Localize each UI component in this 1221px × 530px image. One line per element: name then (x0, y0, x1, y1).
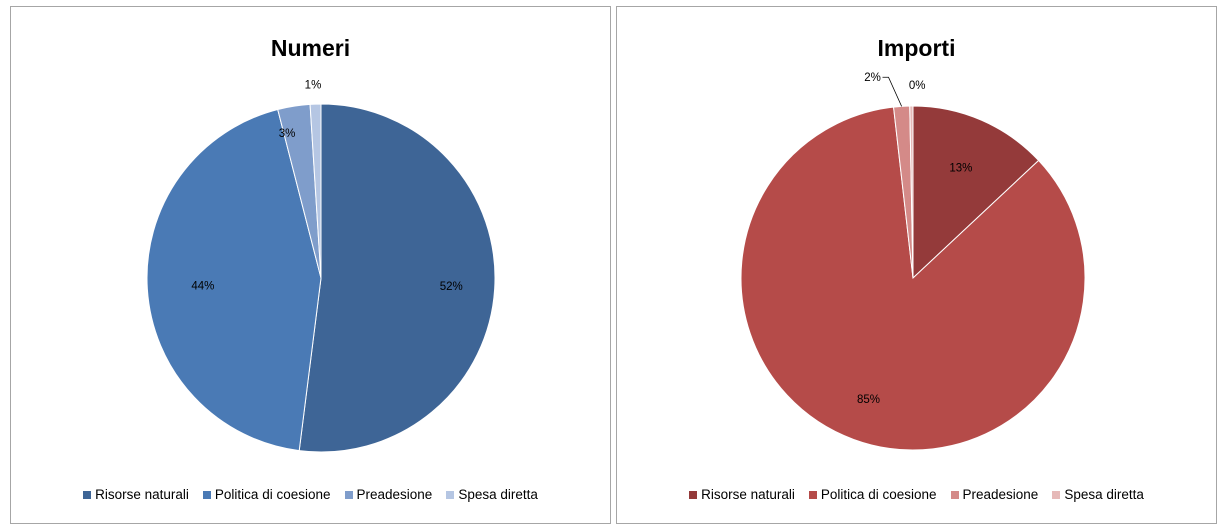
pie-slice-spesa-diretta (309, 103, 322, 279)
data-label-spesa-diretta: 0% (909, 80, 926, 92)
legend-swatch (1052, 490, 1061, 499)
data-label-preadesione: 2% (864, 72, 881, 84)
data-label-risorse-naturali: 13% (949, 163, 972, 175)
legend-swatch (689, 490, 698, 499)
chart-legend: Risorse naturali Politica di coesione Pr… (617, 487, 1216, 502)
pie-slice-spesa-diretta (909, 105, 914, 279)
legend-swatch (808, 490, 817, 499)
legend-entry-preadesione: Preadesione (950, 487, 1039, 502)
chart-title: Importi (877, 35, 956, 61)
chart-panel-numeri: Numeri 52% 44% 3% 1% Risorse naturali Polit… (10, 6, 611, 524)
legend-label: Preadesione (962, 487, 1039, 502)
pie-slice-politica-di-coesione (740, 106, 1086, 451)
legend-swatch (950, 490, 959, 499)
legend-entry-politica-di-coesione: Politica di coesione (202, 487, 331, 502)
legend-label: Preadesione (356, 487, 433, 502)
pie-slice-risorse-naturali (912, 105, 1040, 280)
leader-line (882, 76, 903, 107)
pie-slice-risorse-naturali (298, 103, 496, 453)
legend-label: Risorse naturali (701, 487, 795, 502)
legend-label: Spesa diretta (1064, 487, 1144, 502)
legend-swatch (83, 490, 92, 499)
legend-entry-risorse-naturali: Risorse naturali (83, 487, 189, 502)
legend-label: Politica di coesione (820, 487, 937, 502)
legend-swatch (446, 490, 455, 499)
data-label-politica-di-coesione: 85% (857, 394, 880, 406)
legend-label: Risorse naturali (95, 487, 189, 502)
chart-title: Numeri (270, 35, 351, 61)
data-label-preadesione: 3% (279, 128, 296, 140)
legend-swatch (202, 490, 211, 499)
chart-panel-importi: Importi 13% 85% 2% 0% Risorse naturali Poli… (616, 6, 1217, 524)
pie-slice-politica-di-coesione (146, 108, 322, 452)
pie-chart-importi: 13% 85% 2% 0% (740, 72, 1086, 451)
pie-chart-numeri: 52% 44% 3% 1% (146, 80, 496, 453)
legend-label: Spesa diretta (458, 487, 538, 502)
legend-entry-preadesione: Preadesione (344, 487, 433, 502)
data-label-risorse-naturali: 52% (440, 281, 463, 293)
legend-label: Politica di coesione (214, 487, 331, 502)
legend-entry-politica-di-coesione: Politica di coesione (808, 487, 937, 502)
legend-entry-risorse-naturali: Risorse naturali (689, 487, 795, 502)
data-label-politica-di-coesione: 44% (191, 280, 214, 292)
legend-entry-spesa-diretta: Spesa diretta (446, 487, 538, 502)
legend-swatch (344, 490, 353, 499)
chart-legend: Risorse naturali Politica di coesione Pr… (11, 487, 610, 502)
legend-entry-spesa-diretta: Spesa diretta (1052, 487, 1144, 502)
data-label-spesa-diretta: 1% (305, 80, 322, 92)
